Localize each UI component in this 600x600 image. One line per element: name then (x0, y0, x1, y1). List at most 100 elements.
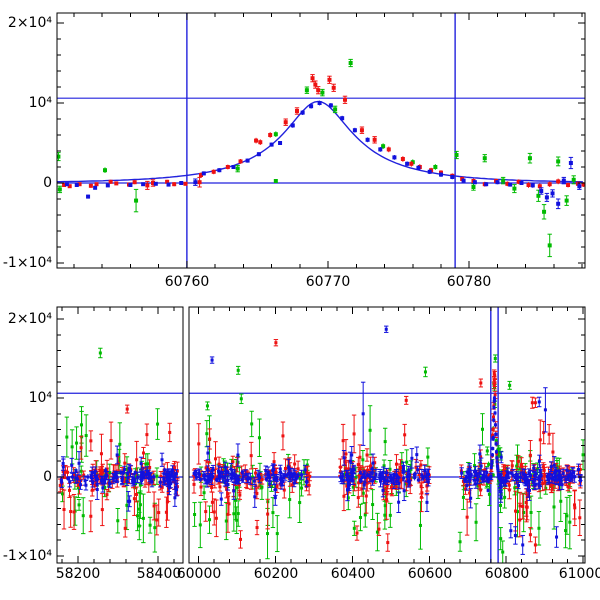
data-point (62, 183, 67, 187)
data-point (86, 475, 90, 479)
data-point (273, 488, 277, 492)
data-point (472, 478, 476, 482)
data-point (328, 103, 333, 108)
data-point (377, 527, 381, 531)
top-xlabel-60770: 60770 (305, 274, 351, 290)
data-point (463, 487, 467, 491)
data-point (405, 475, 409, 479)
data-point (464, 477, 468, 481)
data-point (219, 470, 223, 474)
data-point (199, 485, 203, 489)
data-point (108, 179, 113, 184)
data-point (136, 475, 140, 479)
data-point (126, 499, 130, 503)
data-point (531, 478, 535, 482)
data-point (506, 475, 510, 479)
data-point (133, 477, 137, 481)
data-point (198, 523, 202, 527)
data-point (490, 453, 494, 457)
data-point (306, 472, 310, 476)
data-point (93, 469, 97, 473)
data-point (408, 473, 412, 477)
data-point (573, 506, 577, 510)
data-point (268, 476, 272, 480)
data-point (174, 482, 178, 486)
data-point (421, 476, 425, 480)
data-point (490, 462, 494, 466)
data-point (206, 451, 210, 455)
data-point (342, 456, 346, 460)
data-point (234, 498, 238, 502)
data-point (552, 463, 556, 467)
data-point (357, 481, 361, 485)
data-point (94, 182, 99, 187)
data-point (160, 458, 164, 462)
data-point (499, 455, 503, 459)
data-point (482, 474, 486, 478)
data-point (295, 109, 299, 113)
data-point (495, 460, 499, 464)
data-point (461, 178, 466, 183)
data-point (568, 161, 573, 165)
data-point (374, 472, 378, 476)
data-point (578, 468, 582, 472)
data-point (405, 460, 409, 464)
data-point (478, 481, 482, 485)
data-point (505, 468, 509, 472)
data-point (521, 543, 525, 547)
data-point (352, 526, 356, 530)
data-point (235, 166, 240, 171)
data-point (516, 459, 520, 463)
data-point (383, 478, 387, 482)
data-point (499, 496, 503, 500)
data-point (501, 178, 506, 183)
data-point (475, 472, 479, 476)
data-point (112, 470, 116, 474)
data-point (516, 455, 520, 459)
data-point (77, 503, 81, 507)
data-point (146, 462, 150, 466)
data-point (254, 138, 259, 143)
data-point (251, 475, 255, 479)
data-point (175, 469, 179, 473)
data-point (526, 183, 531, 187)
data-point (427, 169, 432, 174)
data-point (165, 477, 169, 481)
bottom-xlabel-61000: 61000 (558, 566, 600, 582)
top-axes (56, 12, 586, 269)
data-point (509, 471, 513, 475)
data-point (577, 184, 582, 189)
bottom-axes (56, 306, 586, 564)
data-point (345, 484, 349, 488)
data-point (139, 462, 143, 466)
data-point (254, 471, 258, 475)
data-point (518, 518, 522, 522)
data-point (499, 503, 503, 507)
data-point (115, 453, 119, 457)
data-point (75, 441, 79, 445)
data-point (522, 477, 526, 481)
data-point (496, 467, 500, 471)
data-point (465, 484, 469, 488)
data-point (539, 189, 544, 193)
data-point (100, 472, 104, 476)
data-point (152, 475, 156, 479)
data-point (194, 470, 198, 474)
data-point (495, 180, 500, 185)
data-point (547, 432, 551, 436)
data-point (235, 518, 239, 522)
data-point (525, 481, 529, 485)
data-point (283, 466, 287, 470)
data-point (382, 479, 386, 483)
data-point (217, 462, 221, 466)
data-point (307, 483, 311, 487)
data-point (380, 474, 384, 478)
data-point (310, 76, 315, 81)
data-point (105, 183, 110, 188)
data-point (66, 470, 70, 474)
data-point (487, 462, 491, 466)
data-point (419, 463, 423, 467)
data-point (401, 464, 405, 468)
data-point (410, 456, 414, 460)
